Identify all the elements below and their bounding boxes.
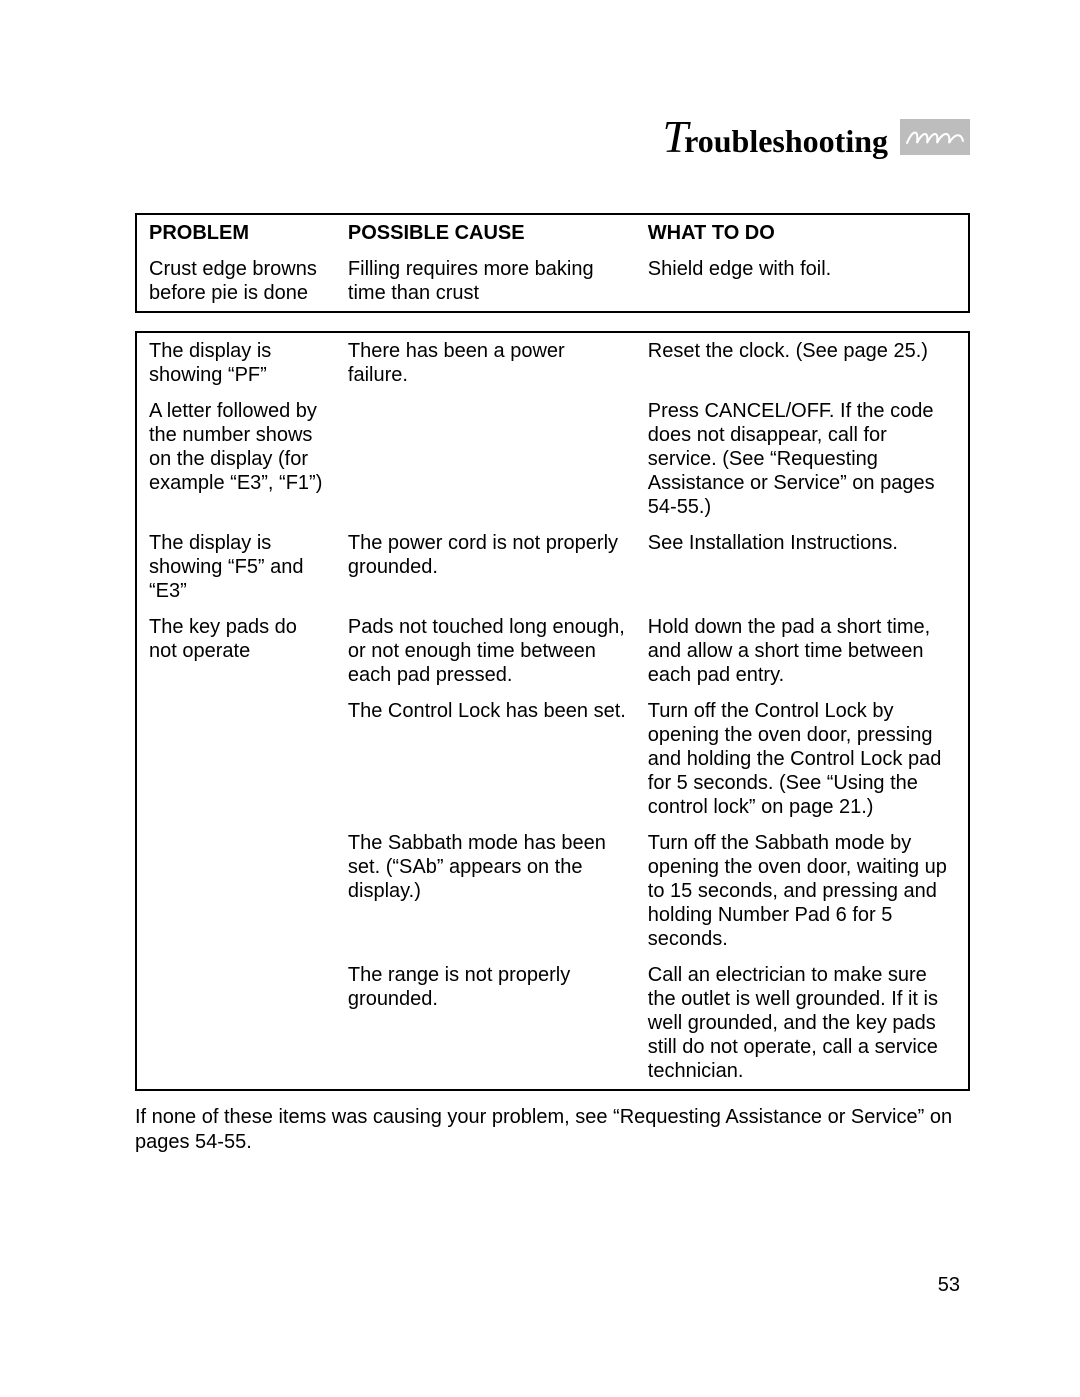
troubleshooting-table-1: PROBLEM POSSIBLE CAUSE WHAT TO DO Crust … — [135, 213, 970, 313]
cell-cause — [336, 393, 636, 525]
table-row: The display is showing “PF” There has be… — [136, 332, 969, 393]
cell-problem: The display is showing “PF” — [136, 332, 336, 393]
page-title: Troubleshooting — [663, 110, 889, 163]
table-row: The Sabbath mode has been set. (“SAb” ap… — [136, 825, 969, 957]
table-row: The key pads do not operate Pads not tou… — [136, 609, 969, 693]
cell-problem: The display is showing “F5” and “E3” — [136, 525, 336, 609]
table-row: Crust edge browns before pie is done Fil… — [136, 251, 969, 312]
cell-action: Reset the clock. (See page 25.) — [636, 332, 969, 393]
col-header-action: WHAT TO DO — [636, 214, 969, 251]
cell-action: Hold down the pad a short time, and allo… — [636, 609, 969, 693]
col-header-cause: POSSIBLE CAUSE — [336, 214, 636, 251]
table-header-row: PROBLEM POSSIBLE CAUSE WHAT TO DO — [136, 214, 969, 251]
cell-cause: Pads not touched long enough, or not eno… — [336, 609, 636, 693]
cell-problem — [136, 957, 336, 1090]
cell-action: Turn off the Sabbath mode by opening the… — [636, 825, 969, 957]
page: Troubleshooting PROBLEM POSSIBLE CAUSE W… — [0, 0, 1080, 1155]
cell-problem — [136, 825, 336, 957]
cell-action: Shield edge with foil. — [636, 251, 969, 312]
table-row: The range is not properly grounded. Call… — [136, 957, 969, 1090]
table-row: The display is showing “F5” and “E3” The… — [136, 525, 969, 609]
table-row: A letter followed by the number shows on… — [136, 393, 969, 525]
brand-script-icon — [905, 125, 965, 149]
header-row: Troubleshooting — [135, 110, 970, 163]
cell-problem: The key pads do not operate — [136, 609, 336, 693]
page-number: 53 — [938, 1274, 960, 1297]
cell-cause: The range is not properly grounded. — [336, 957, 636, 1090]
cell-problem: Crust edge browns before pie is done — [136, 251, 336, 312]
col-header-problem: PROBLEM — [136, 214, 336, 251]
cell-action: Press CANCEL/OFF. If the code does not d… — [636, 393, 969, 525]
cell-cause: The Control Lock has been set. — [336, 693, 636, 825]
cell-problem — [136, 693, 336, 825]
cell-cause: The Sabbath mode has been set. (“SAb” ap… — [336, 825, 636, 957]
cell-cause: Filling requires more baking time than c… — [336, 251, 636, 312]
brand-badge — [900, 119, 970, 155]
cell-action: Turn off the Control Lock by opening the… — [636, 693, 969, 825]
cell-cause: The power cord is not properly grounded. — [336, 525, 636, 609]
troubleshooting-table-2: The display is showing “PF” There has be… — [135, 331, 970, 1091]
cell-cause: There has been a power failure. — [336, 332, 636, 393]
cell-problem: A letter followed by the number shows on… — [136, 393, 336, 525]
table-row: The Control Lock has been set. Turn off … — [136, 693, 969, 825]
cell-action: Call an electrician to make sure the out… — [636, 957, 969, 1090]
cell-action: See Installation Instructions. — [636, 525, 969, 609]
title-rest: roubleshooting — [684, 123, 888, 159]
table-gap — [135, 313, 970, 331]
footer-note: If none of these items was causing your … — [135, 1105, 970, 1155]
